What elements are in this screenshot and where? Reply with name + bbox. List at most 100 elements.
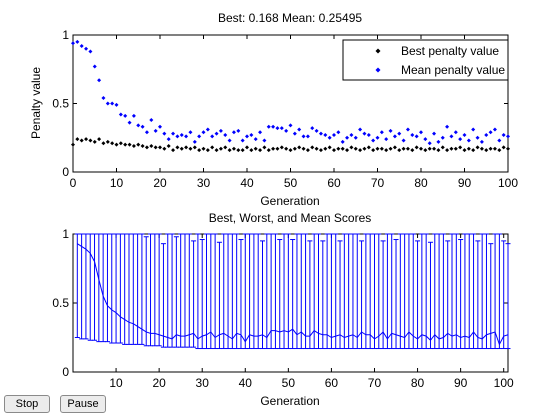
plot-frame xyxy=(72,233,509,373)
best-point xyxy=(218,146,223,151)
best-point xyxy=(327,145,332,150)
x-tick-label: 0 xyxy=(70,176,77,190)
mean-point xyxy=(262,138,267,143)
mean-point xyxy=(110,101,115,106)
mean-point xyxy=(218,128,223,133)
mean-point xyxy=(158,124,162,129)
stop-button[interactable]: Stop xyxy=(4,395,50,413)
mean-point xyxy=(323,133,328,138)
x-tick-label: 90 xyxy=(458,176,472,190)
mean-point xyxy=(445,124,450,129)
mean-point xyxy=(297,127,302,132)
x-tick-label: 40 xyxy=(239,376,253,390)
mean-point xyxy=(506,134,510,139)
mean-point xyxy=(179,133,184,138)
mean-point xyxy=(362,131,367,136)
best-point xyxy=(118,141,123,146)
x-tick-label: 10 xyxy=(109,376,123,390)
mean-point xyxy=(310,126,315,131)
mean-point xyxy=(97,78,102,83)
legend-label: Best penalty value xyxy=(401,44,499,58)
mean-point xyxy=(127,120,132,125)
chart-title: Best, Worst, and Mean Scores xyxy=(209,211,372,225)
best-point xyxy=(314,146,319,151)
mean-point xyxy=(419,130,423,135)
mean-point xyxy=(475,135,480,140)
best-point xyxy=(462,148,467,153)
mean-point xyxy=(279,126,284,131)
mean-point xyxy=(197,134,202,139)
mean-point xyxy=(101,96,106,101)
x-axis-label: Generation xyxy=(260,394,319,408)
best-point xyxy=(410,148,415,153)
best-point xyxy=(436,148,441,153)
x-tick-label: 90 xyxy=(454,376,468,390)
mean-point xyxy=(332,133,336,138)
mean-point xyxy=(305,134,310,139)
best-point xyxy=(136,142,141,147)
x-tick-label: 50 xyxy=(282,376,296,390)
y-tick-label: 1 xyxy=(62,28,69,42)
mean-point xyxy=(427,141,432,146)
best-point xyxy=(323,146,328,151)
x-tick-label: 70 xyxy=(371,176,385,190)
mean-point xyxy=(410,133,415,138)
mean-point xyxy=(192,139,197,144)
best-point xyxy=(349,145,354,150)
best-point xyxy=(97,137,102,142)
best-point xyxy=(358,148,363,153)
best-point xyxy=(423,148,428,153)
best-point xyxy=(279,145,284,150)
best-point xyxy=(392,145,397,150)
mean-point xyxy=(432,131,437,136)
mean-point xyxy=(388,128,393,133)
mean-point xyxy=(231,130,236,135)
x-tick-label: 80 xyxy=(411,376,425,390)
best-point xyxy=(497,148,502,153)
best-point xyxy=(271,146,276,151)
mean-point xyxy=(84,46,89,51)
best-point xyxy=(401,146,406,151)
best-point xyxy=(101,141,106,146)
mean-point xyxy=(266,124,271,129)
best-point xyxy=(466,146,471,151)
mean-point xyxy=(136,123,141,128)
best-point xyxy=(127,142,132,147)
best-point xyxy=(449,146,454,151)
mean-point xyxy=(471,127,476,132)
pause-button[interactable]: Pause xyxy=(60,395,106,413)
mean-point xyxy=(223,133,228,138)
best-point xyxy=(253,146,258,151)
mean-point xyxy=(227,138,232,143)
mean-point xyxy=(492,127,497,132)
best-point xyxy=(71,142,75,147)
best-point xyxy=(166,143,171,148)
mean-point xyxy=(401,138,406,143)
best-point xyxy=(475,145,480,150)
best-point xyxy=(144,145,149,150)
best-point xyxy=(114,142,119,147)
best-point xyxy=(310,145,315,150)
best-point xyxy=(214,148,219,153)
best-point xyxy=(266,148,271,153)
best-point xyxy=(149,143,154,148)
best-point xyxy=(384,148,389,153)
best-point xyxy=(205,148,210,153)
best-point xyxy=(297,145,302,150)
mean-point xyxy=(275,126,280,131)
mean-point xyxy=(366,133,371,138)
mean-point xyxy=(414,134,419,139)
mean-point xyxy=(79,43,84,48)
legend-marker-icon xyxy=(375,48,381,54)
y-tick-label: 0 xyxy=(62,165,69,179)
best-point xyxy=(445,148,450,153)
mean-point xyxy=(75,39,80,44)
legend-box xyxy=(342,39,509,81)
x-tick-label: 60 xyxy=(325,376,339,390)
best-point xyxy=(223,145,228,150)
best-point xyxy=(192,145,197,150)
chart-title: Best: 0.168 Mean: 0.25495 xyxy=(218,11,362,25)
mean-point xyxy=(236,128,241,133)
x-tick-label: 20 xyxy=(153,176,167,190)
penalty-value-chart: Best: 0.168 Mean: 0.25495 Penalty value … xyxy=(29,11,518,208)
